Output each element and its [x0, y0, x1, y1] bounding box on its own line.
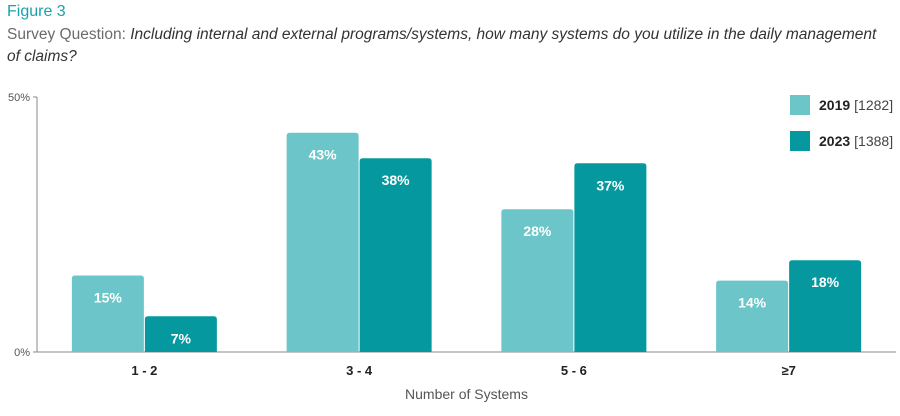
legend: 2019 [1282] 2023 [1388] — [790, 94, 893, 166]
legend-item-2023: 2023 [1388] — [790, 130, 893, 152]
question-text: Including internal and external programs… — [7, 26, 877, 65]
bar-2019 — [71, 275, 144, 352]
legend-year-2019: 2019 — [819, 97, 851, 113]
data-label: 43% — [309, 147, 338, 163]
legend-year-2023: 2023 — [819, 133, 851, 149]
legend-n-2023: [1388] — [854, 133, 894, 149]
bar-2023 — [789, 260, 862, 352]
bar-2019 — [286, 132, 359, 352]
figure-label: Figure 3 — [7, 3, 66, 20]
data-label: 38% — [382, 172, 411, 188]
x-tick-label: ≥7 — [781, 363, 795, 378]
y-tick-label: 0% — [14, 347, 30, 359]
legend-n-2019: [1282] — [854, 97, 894, 113]
bar-2023 — [359, 158, 432, 352]
x-axis-title: Number of Systems — [405, 386, 528, 402]
survey-question: Survey Question: Including internal and … — [7, 24, 887, 68]
data-label: 14% — [738, 295, 767, 311]
bar-2023 — [574, 163, 647, 352]
legend-swatch-2019 — [790, 95, 810, 115]
bar-2019 — [501, 209, 574, 352]
data-label: 18% — [811, 274, 840, 290]
x-tick-label: 1 - 2 — [131, 363, 157, 378]
data-label: 28% — [523, 223, 552, 239]
x-tick-label: 3 - 4 — [346, 363, 373, 378]
legend-item-2019: 2019 [1282] — [790, 94, 893, 116]
data-label: 15% — [94, 290, 123, 306]
data-label: 37% — [596, 177, 625, 193]
question-prefix: Survey Question: — [7, 26, 126, 43]
x-tick-label: 5 - 6 — [561, 363, 587, 378]
legend-swatch-2023 — [790, 131, 810, 151]
bar-2019 — [716, 280, 789, 352]
y-tick-label: 50% — [8, 92, 30, 104]
bar-2023 — [144, 316, 217, 352]
data-label: 7% — [171, 330, 192, 346]
